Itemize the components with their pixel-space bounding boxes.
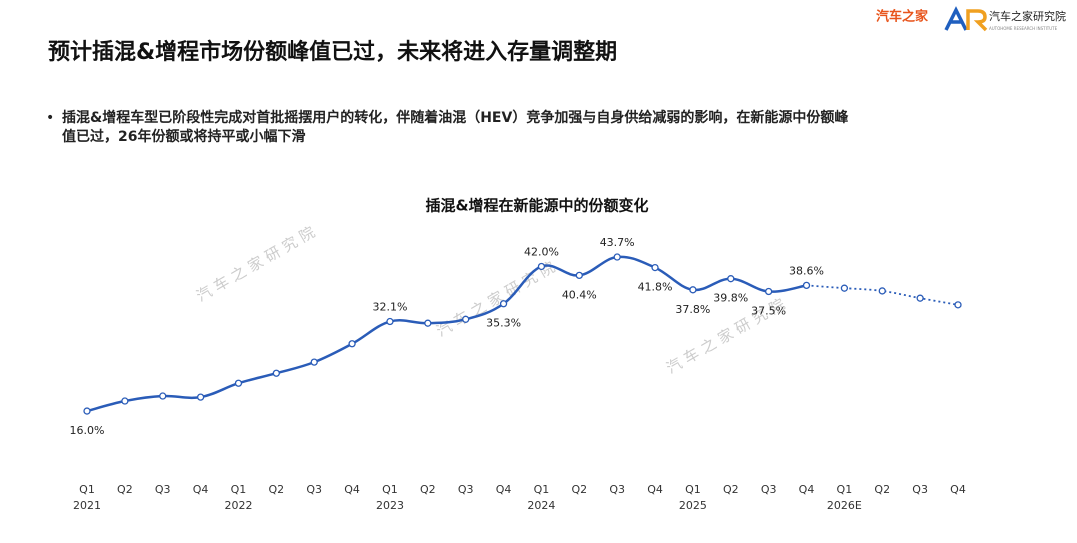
marker: [575, 271, 583, 280]
bullet-line: 插混&增程车型已阶段性完成对首批摇摆用户的转化，伴随着油混（HEV）竞争加强与自…: [62, 109, 849, 126]
x-tick-label: Q4: [193, 483, 209, 496]
bullet-dot: •: [46, 110, 54, 126]
x-tick-label: Q1: [79, 483, 95, 496]
data-label: 37.5%: [751, 305, 786, 318]
x-tick-label: Q3: [609, 483, 625, 496]
x-year-label: 2022: [224, 499, 252, 512]
bullet-line: 值已过，26年份额或将持平或小幅下滑: [62, 128, 305, 145]
x-tick-label: Q1: [685, 483, 701, 496]
marker: [386, 317, 394, 326]
forecast-connector: [806, 284, 845, 290]
x-tick-label: Q3: [761, 483, 777, 496]
x-tick-label: Q4: [950, 483, 966, 496]
x-tick-label: Q1: [231, 483, 247, 496]
x-tick-label: Q1: [534, 483, 550, 496]
x-tick-label: Q2: [117, 483, 133, 496]
x-tick-label: Q4: [496, 483, 512, 496]
x-tick-label: Q2: [874, 483, 890, 496]
marker: [424, 319, 432, 327]
marker: [83, 407, 91, 415]
marker: [613, 253, 621, 261]
marker: [272, 369, 280, 377]
x-year-label: 2023: [376, 499, 404, 512]
x-tick-label: Q2: [269, 483, 285, 496]
data-label: 39.8%: [713, 292, 748, 305]
marker: [765, 287, 773, 296]
marker: [499, 300, 508, 308]
marker: [196, 393, 205, 401]
x-year-label: 2025: [679, 499, 707, 512]
watermark: 汽 车 之 家 研 究 院: [193, 223, 318, 305]
marker: [310, 358, 318, 366]
marker: [802, 281, 811, 290]
marker: [159, 392, 167, 400]
chart-title: 插混&增程在新能源中的份额变化: [425, 197, 648, 215]
x-tick-label: Q4: [344, 483, 360, 496]
marker: [234, 379, 243, 387]
marker: [840, 284, 849, 292]
data-label: 41.8%: [638, 281, 673, 294]
x-year-label: 2021: [73, 499, 101, 512]
x-tick-label: Q4: [799, 483, 815, 496]
institute-logo: 汽车之家研究院: [989, 9, 1066, 23]
x-tick-label: Q3: [912, 483, 928, 496]
marker: [727, 275, 735, 283]
data-label: 37.8%: [675, 303, 710, 316]
x-tick-label: Q3: [306, 483, 322, 496]
data-label: 32.1%: [372, 301, 407, 314]
data-label: 42.0%: [524, 245, 559, 258]
marker: [651, 263, 659, 272]
marker: [878, 287, 886, 295]
brand-logo: 汽车之家: [876, 9, 929, 25]
page-title: 预计插混&增程市场份额峰值已过，未来将进入存量调整期: [48, 39, 617, 65]
data-label: 38.6%: [789, 264, 824, 277]
marker: [954, 301, 962, 309]
x-tick-label: Q4: [647, 483, 663, 496]
forecast-line: [844, 287, 959, 306]
x-tick-label: Q2: [571, 483, 587, 496]
marker: [689, 286, 697, 294]
data-label: 35.3%: [486, 317, 521, 330]
data-label: 43.7%: [600, 236, 635, 249]
x-tick-label: Q1: [837, 483, 853, 496]
data-label: 40.4%: [562, 288, 597, 301]
marker: [537, 262, 546, 271]
marker: [348, 340, 356, 348]
x-tick-label: Q2: [420, 483, 436, 496]
x-tick-label: Q2: [723, 483, 739, 496]
data-label: 16.0%: [70, 424, 105, 437]
x-tick-label: Q3: [458, 483, 474, 496]
marker: [462, 315, 470, 323]
marker: [121, 397, 129, 405]
marker: [916, 294, 924, 302]
institute-logo-sub: AUTOHOME RESEARCH INSTITUTE: [989, 26, 1058, 31]
x-tick-label: Q1: [382, 483, 398, 496]
x-tick-label: Q3: [155, 483, 171, 496]
x-year-label: 2026E: [827, 499, 862, 512]
institute-logo-icon: [944, 6, 988, 32]
x-year-label: 2024: [527, 499, 555, 512]
